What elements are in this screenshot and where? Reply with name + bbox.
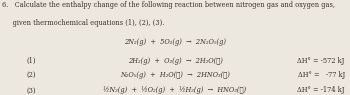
Text: (3): (3) <box>27 86 36 94</box>
Text: ΔH° = -572 kJ: ΔH° = -572 kJ <box>298 57 345 65</box>
Text: 2H₂(g)  +  O₂(g)  →  2H₂O(ℓ): 2H₂(g) + O₂(g) → 2H₂O(ℓ) <box>127 57 223 65</box>
Text: 6.   Calculate the enthalpy change of the following reaction between nitrogen ga: 6. Calculate the enthalpy change of the … <box>2 1 335 9</box>
Text: (1): (1) <box>27 57 36 65</box>
Text: ΔH° = -174 kJ: ΔH° = -174 kJ <box>297 86 345 94</box>
Text: ½N₂(g)  +  ½O₂(g)  +  ½H₂(g)  →  HNO₃(ℓ): ½N₂(g) + ½O₂(g) + ½H₂(g) → HNO₃(ℓ) <box>104 86 246 94</box>
Text: ΔH° =   -77 kJ: ΔH° = -77 kJ <box>298 71 345 79</box>
Text: (2): (2) <box>27 71 36 79</box>
Text: N₂O₅(g)  +  H₂O(ℓ)  →  2HNO₃(ℓ): N₂O₅(g) + H₂O(ℓ) → 2HNO₃(ℓ) <box>120 71 230 79</box>
Text: given thermochemical equations (1), (2), (3).: given thermochemical equations (1), (2),… <box>2 19 164 27</box>
Text: 2N₂(g)  +  5O₂(g)  →  2N₂O₅(g): 2N₂(g) + 5O₂(g) → 2N₂O₅(g) <box>124 38 226 46</box>
